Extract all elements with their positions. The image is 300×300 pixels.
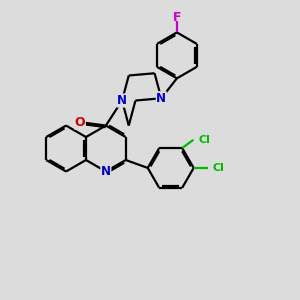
Text: Cl: Cl [213,163,225,173]
Text: N: N [101,165,111,178]
Text: N: N [117,94,127,107]
Text: N: N [156,92,166,105]
Text: O: O [75,116,85,129]
Text: Cl: Cl [198,135,210,145]
Text: F: F [172,11,181,24]
